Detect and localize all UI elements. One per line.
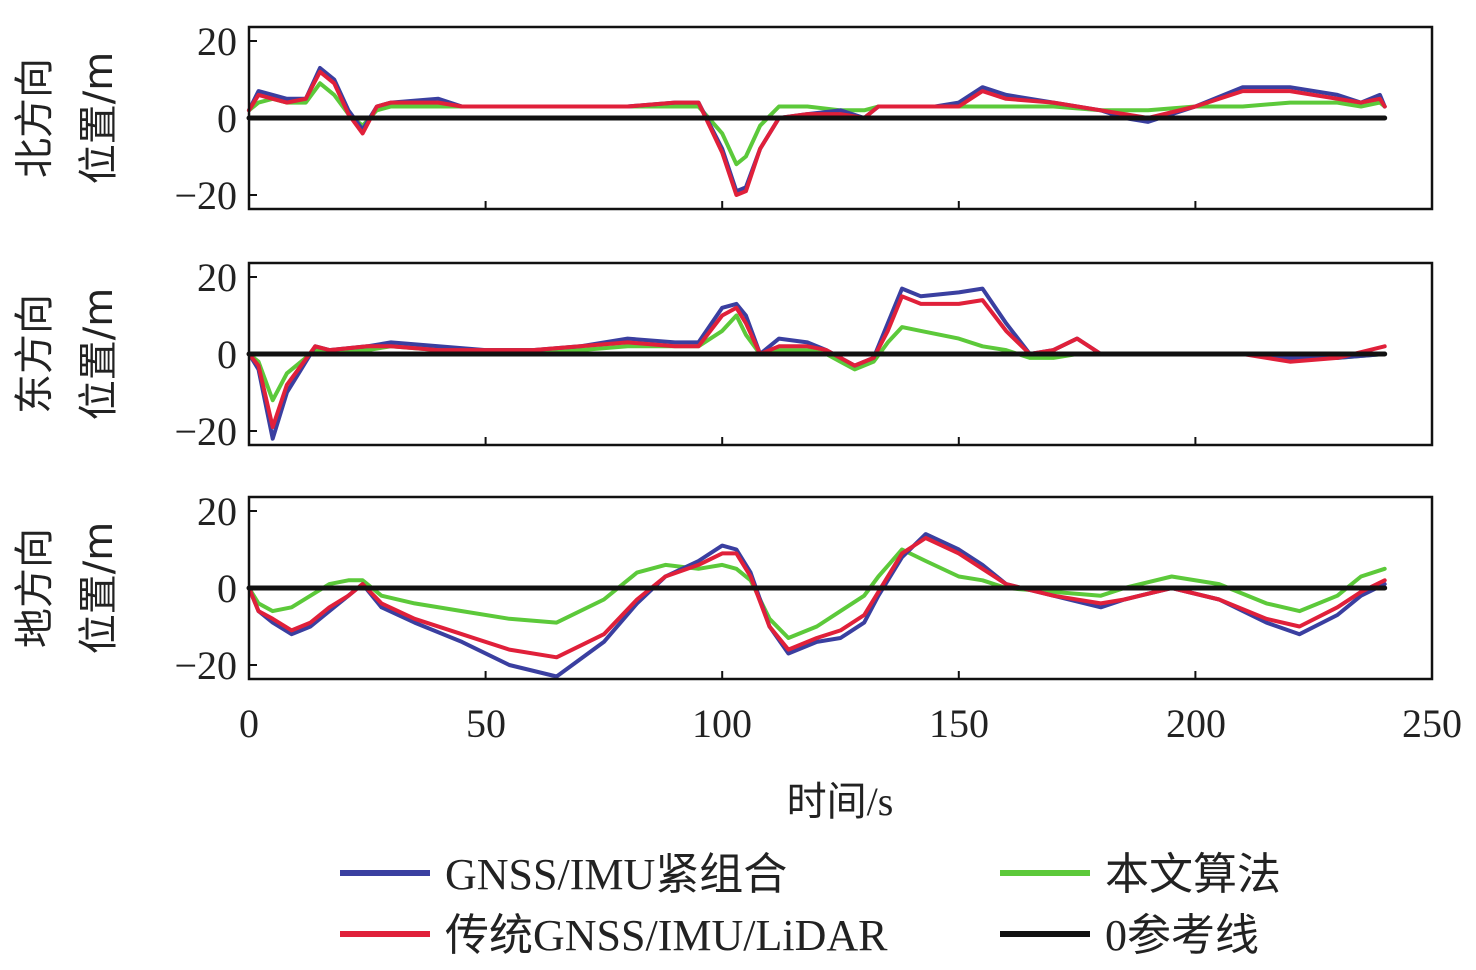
series-line-trad: [247, 536, 1387, 660]
panel-east: −20 0 20 东方向 位置/m: [12, 255, 1434, 454]
series-line-ours: [247, 81, 1387, 167]
series-line-tight: [247, 66, 1387, 194]
series-line-tight: [247, 286, 1387, 441]
series-line-ours: [247, 313, 1387, 403]
x-tick-label: 200: [1166, 701, 1226, 746]
y-tick-label: 0: [217, 96, 237, 141]
x-tick-label: 250: [1402, 701, 1462, 746]
legend-label-ours: 本文算法: [1105, 850, 1281, 899]
y-tick-label: 20: [197, 255, 237, 300]
y-axis-label-line1: 地方向: [12, 528, 58, 648]
y-tick-label: 0: [217, 566, 237, 611]
series-line-ours: [247, 547, 1387, 640]
y-tick-label: 0: [217, 332, 237, 377]
panel-down: −20 0 20 地方向 位置/m: [12, 489, 1434, 688]
series-line-trad: [247, 69, 1387, 197]
x-axis-label: 时间/s: [787, 779, 894, 824]
legend-label-ref: 0参考线: [1105, 911, 1259, 960]
legend: GNSS/IMU紧组合 传统GNSS/IMU/LiDAR 本文算法 0参考线: [340, 850, 1281, 960]
y-axis-label-line2: 位置/m: [76, 288, 122, 420]
series-line-trad: [247, 294, 1387, 430]
y-axis-label-line2: 位置/m: [76, 522, 122, 654]
y-tick-label: −20: [174, 643, 237, 688]
y-axis-label-line1: 东方向: [12, 294, 58, 414]
y-tick-label: 20: [197, 489, 237, 534]
y-axis-label-line2: 位置/m: [76, 52, 122, 184]
legend-label-trad: 传统GNSS/IMU/LiDAR: [445, 911, 888, 960]
y-tick-label: −20: [174, 173, 237, 218]
x-tick-label: 0: [239, 701, 259, 746]
panel-north: −20 0 20 北方向 位置/m: [12, 19, 1434, 218]
y-tick-label: −20: [174, 409, 237, 454]
x-tick-label: 50: [466, 701, 506, 746]
y-axis-label-line1: 北方向: [12, 58, 58, 178]
x-tick-label: 150: [929, 701, 989, 746]
legend-label-tight: GNSS/IMU紧组合: [445, 850, 787, 899]
y-tick-label: 20: [197, 19, 237, 64]
x-tick-label: 100: [692, 701, 752, 746]
x-axis: 0 50 100 150 200 250 时间/s: [239, 701, 1462, 824]
